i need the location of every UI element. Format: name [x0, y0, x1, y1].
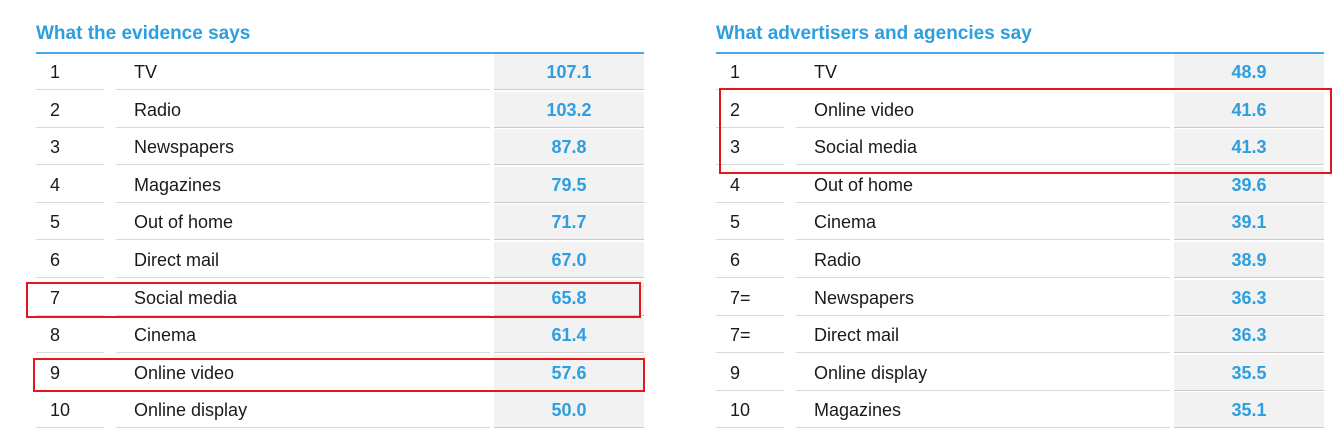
- media-label-cell: Online video: [116, 355, 490, 391]
- score-cell: 50.0: [494, 392, 644, 429]
- rank-cell: 7=: [716, 280, 784, 316]
- rank-cell: 4: [36, 167, 104, 203]
- rank-cell: 5: [36, 204, 104, 241]
- media-label-cell: Social media: [796, 129, 1170, 166]
- score-cell: 65.8: [494, 279, 644, 316]
- media-label-cell: Out of home: [116, 204, 490, 241]
- advertiser-ranking-table: 1 TV 48.9 2 Online video 41.6 3 Social m…: [716, 54, 1324, 430]
- table-row: 7= Direct mail 36.3: [716, 317, 1324, 355]
- media-label-cell: Online display: [796, 355, 1170, 391]
- table-row: 1 TV 107.1: [36, 54, 644, 92]
- table-row: 4 Out of home 39.6: [716, 166, 1324, 205]
- score-cell: 103.2: [494, 91, 644, 128]
- rank-cell: 9: [36, 355, 104, 391]
- media-label-cell: Newspapers: [116, 129, 490, 166]
- media-label-cell: Social media: [116, 280, 490, 316]
- table-row: 7 Social media 65.8: [36, 279, 644, 318]
- table-row: 6 Direct mail 67.0: [36, 241, 644, 280]
- media-label-cell: Online video: [796, 92, 1170, 128]
- rank-cell: 8: [36, 317, 104, 354]
- table-row: 4 Magazines 79.5: [36, 166, 644, 205]
- score-cell: 36.3: [1174, 317, 1324, 354]
- rank-cell: 10: [36, 392, 104, 429]
- rank-cell: 7=: [716, 317, 784, 354]
- rank-cell: 7: [36, 280, 104, 316]
- rank-cell: 3: [716, 129, 784, 166]
- rank-cell: 6: [716, 242, 784, 278]
- table-row: 5 Cinema 39.1: [716, 204, 1324, 242]
- media-label-cell: TV: [116, 54, 490, 90]
- media-label-cell: Newspapers: [796, 280, 1170, 316]
- media-label-cell: Radio: [116, 92, 490, 128]
- rank-cell: 1: [716, 54, 784, 90]
- media-label-cell: Online display: [116, 392, 490, 429]
- table-row: 3 Newspapers 87.8: [36, 129, 644, 167]
- media-label-cell: Magazines: [796, 392, 1170, 429]
- media-label-cell: Cinema: [796, 204, 1170, 241]
- rank-cell: 9: [716, 355, 784, 391]
- rank-cell: 2: [36, 92, 104, 128]
- score-cell: 71.7: [494, 204, 644, 241]
- table-row: 2 Online video 41.6: [716, 91, 1324, 130]
- media-label-cell: Magazines: [116, 167, 490, 203]
- table-row: 8 Cinema 61.4: [36, 317, 644, 355]
- rank-cell: 10: [716, 392, 784, 429]
- score-cell: 57.6: [494, 354, 644, 391]
- score-cell: 39.6: [1174, 166, 1324, 203]
- score-cell: 39.1: [1174, 204, 1324, 241]
- media-label-cell: Direct mail: [116, 242, 490, 278]
- media-label-cell: Radio: [796, 242, 1170, 278]
- media-label-cell: Out of home: [796, 167, 1170, 203]
- score-cell: 41.6: [1174, 91, 1324, 128]
- advertiser-ranking-panel: What advertisers and agencies say 1 TV 4…: [716, 18, 1324, 430]
- table-row: 7= Newspapers 36.3: [716, 279, 1324, 318]
- score-cell: 67.0: [494, 241, 644, 278]
- score-cell: 61.4: [494, 317, 644, 354]
- score-cell: 35.5: [1174, 354, 1324, 391]
- score-cell: 79.5: [494, 166, 644, 203]
- table-row: 9 Online video 57.6: [36, 354, 644, 393]
- table-row: 2 Radio 103.2: [36, 91, 644, 130]
- table-row: 6 Radio 38.9: [716, 241, 1324, 280]
- score-cell: 107.1: [494, 54, 644, 90]
- media-label-cell: Direct mail: [796, 317, 1170, 354]
- advertiser-ranking-title: What advertisers and agencies say: [716, 18, 1324, 54]
- table-row: 9 Online display 35.5: [716, 354, 1324, 393]
- rank-cell: 1: [36, 54, 104, 90]
- table-row: 1 TV 48.9: [716, 54, 1324, 92]
- evidence-ranking-table: 1 TV 107.1 2 Radio 103.2 3 Newspapers 87…: [36, 54, 644, 430]
- score-cell: 48.9: [1174, 54, 1324, 90]
- score-cell: 36.3: [1174, 279, 1324, 316]
- score-cell: 41.3: [1174, 129, 1324, 166]
- media-label-cell: TV: [796, 54, 1170, 90]
- media-label-cell: Cinema: [116, 317, 490, 354]
- table-row: 10 Magazines 35.1: [716, 392, 1324, 430]
- table-row: 10 Online display 50.0: [36, 392, 644, 430]
- score-cell: 38.9: [1174, 241, 1324, 278]
- score-cell: 87.8: [494, 129, 644, 166]
- rank-cell: 5: [716, 204, 784, 241]
- evidence-ranking-panel: What the evidence says 1 TV 107.1 2 Radi…: [36, 18, 644, 430]
- table-row: 3 Social media 41.3: [716, 129, 1324, 167]
- rank-cell: 3: [36, 129, 104, 166]
- table-row: 5 Out of home 71.7: [36, 204, 644, 242]
- rank-cell: 2: [716, 92, 784, 128]
- score-cell: 35.1: [1174, 392, 1324, 429]
- rank-cell: 6: [36, 242, 104, 278]
- evidence-ranking-title: What the evidence says: [36, 18, 644, 54]
- rank-cell: 4: [716, 167, 784, 203]
